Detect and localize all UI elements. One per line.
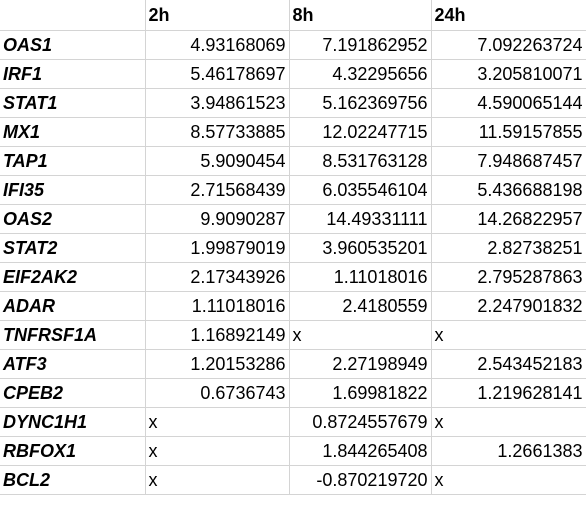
value-cell-h24[interactable]: 1.2661383 — [431, 436, 586, 466]
gene-name-cell[interactable]: ATF3 — [0, 349, 146, 379]
gene-name-cell[interactable]: STAT1 — [0, 88, 146, 118]
value-cell-h8[interactable]: 7.191862952 — [289, 30, 432, 60]
value-cell-h2[interactable]: 5.9090454 — [145, 146, 290, 176]
value-cell-h24[interactable]: 5.436688198 — [431, 175, 586, 205]
table-row: STAT1 3.94861523 5.162369756 4.590065144 — [0, 88, 586, 118]
value-cell-h24[interactable]: x — [431, 320, 586, 350]
value-cell-h2[interactable]: 9.9090287 — [145, 204, 290, 234]
gene-name-cell[interactable]: STAT2 — [0, 233, 146, 263]
gene-name-cell[interactable]: RBFOX1 — [0, 436, 146, 466]
gene-name-cell[interactable]: MX1 — [0, 117, 146, 147]
value-cell-h2[interactable]: 1.20153286 — [145, 349, 290, 379]
gene-name-cell[interactable]: IFI35 — [0, 175, 146, 205]
table-row: DYNC1H1 x 0.8724557679 x — [0, 407, 586, 437]
gene-name-cell[interactable]: EIF2AK2 — [0, 262, 146, 292]
header-cell-corner[interactable] — [0, 0, 146, 31]
value-cell-h8[interactable]: 1.11018016 — [289, 262, 432, 292]
header-cell-24h[interactable]: 24h — [431, 0, 586, 31]
table-row: MX1 8.57733885 12.02247715 11.59157855 — [0, 117, 586, 147]
table-row: OAS1 4.93168069 7.191862952 7.092263724 — [0, 30, 586, 60]
gene-name-cell[interactable]: BCL2 — [0, 465, 146, 495]
value-cell-h24[interactable]: 2.543452183 — [431, 349, 586, 379]
value-cell-h8[interactable]: 1.844265408 — [289, 436, 432, 466]
value-cell-h24[interactable]: 14.26822957 — [431, 204, 586, 234]
gene-name-cell[interactable]: OAS1 — [0, 30, 146, 60]
table-row: TNFRSF1A 1.16892149 x x — [0, 320, 586, 350]
value-cell-h2[interactable]: x — [145, 465, 290, 495]
value-cell-h2[interactable]: 1.11018016 — [145, 291, 290, 321]
table-row: EIF2AK2 2.17343926 1.11018016 2.795287863 — [0, 262, 586, 292]
value-cell-h8[interactable]: 2.4180559 — [289, 291, 432, 321]
header-row: 2h 8h 24h — [0, 0, 586, 31]
value-cell-h8[interactable]: 12.02247715 — [289, 117, 432, 147]
table-row: OAS2 9.9090287 14.49331111 14.26822957 — [0, 204, 586, 234]
value-cell-h24[interactable]: 1.219628141 — [431, 378, 586, 408]
value-cell-h8[interactable]: -0.870219720 — [289, 465, 432, 495]
value-cell-h24[interactable]: 11.59157855 — [431, 117, 586, 147]
value-cell-h2[interactable]: 2.17343926 — [145, 262, 290, 292]
gene-name-cell[interactable]: OAS2 — [0, 204, 146, 234]
value-cell-h8[interactable]: 14.49331111 — [289, 204, 432, 234]
table-row: BCL2 x -0.870219720 x — [0, 465, 586, 495]
table-row: TAP1 5.9090454 8.531763128 7.948687457 — [0, 146, 586, 176]
value-cell-h8[interactable]: 2.27198949 — [289, 349, 432, 379]
value-cell-h24[interactable]: 2.82738251 — [431, 233, 586, 263]
value-cell-h24[interactable]: 7.092263724 — [431, 30, 586, 60]
gene-name-cell[interactable]: CPEB2 — [0, 378, 146, 408]
gene-name-cell[interactable]: DYNC1H1 — [0, 407, 146, 437]
value-cell-h24[interactable]: 7.948687457 — [431, 146, 586, 176]
table-row: CPEB2 0.6736743 1.69981822 1.219628141 — [0, 378, 586, 408]
value-cell-h8[interactable]: 3.960535201 — [289, 233, 432, 263]
value-cell-h24[interactable]: x — [431, 407, 586, 437]
value-cell-h24[interactable]: x — [431, 465, 586, 495]
value-cell-h8[interactable]: 1.69981822 — [289, 378, 432, 408]
value-cell-h2[interactable]: 3.94861523 — [145, 88, 290, 118]
table-row: ATF3 1.20153286 2.27198949 2.543452183 — [0, 349, 586, 379]
table-row: STAT2 1.99879019 3.960535201 2.82738251 — [0, 233, 586, 263]
value-cell-h8[interactable]: 0.8724557679 — [289, 407, 432, 437]
value-cell-h2[interactable]: 5.46178697 — [145, 59, 290, 89]
value-cell-h24[interactable]: 3.205810071 — [431, 59, 586, 89]
table-row: ADAR 1.11018016 2.4180559 2.247901832 — [0, 291, 586, 321]
data-table: 2h 8h 24h OAS1 4.93168069 7.191862952 7.092… — [0, 0, 586, 495]
value-cell-h2[interactable]: 4.93168069 — [145, 30, 290, 60]
value-cell-h8[interactable]: 4.32295656 — [289, 59, 432, 89]
value-cell-h2[interactable]: 1.16892149 — [145, 320, 290, 350]
value-cell-h8[interactable]: x — [289, 320, 432, 350]
value-cell-h24[interactable]: 4.590065144 — [431, 88, 586, 118]
value-cell-h2[interactable]: 0.6736743 — [145, 378, 290, 408]
value-cell-h24[interactable]: 2.247901832 — [431, 291, 586, 321]
gene-name-cell[interactable]: TNFRSF1A — [0, 320, 146, 350]
value-cell-h8[interactable]: 8.531763128 — [289, 146, 432, 176]
table-row: RBFOX1 x 1.844265408 1.2661383 — [0, 436, 586, 466]
value-cell-h24[interactable]: 2.795287863 — [431, 262, 586, 292]
header-cell-2h[interactable]: 2h — [145, 0, 290, 31]
value-cell-h8[interactable]: 6.035546104 — [289, 175, 432, 205]
gene-name-cell[interactable]: ADAR — [0, 291, 146, 321]
value-cell-h2[interactable]: 2.71568439 — [145, 175, 290, 205]
table-row: IFI35 2.71568439 6.035546104 5.436688198 — [0, 175, 586, 205]
value-cell-h8[interactable]: 5.162369756 — [289, 88, 432, 118]
value-cell-h2[interactable]: 1.99879019 — [145, 233, 290, 263]
value-cell-h2[interactable]: x — [145, 407, 290, 437]
value-cell-h2[interactable]: 8.57733885 — [145, 117, 290, 147]
gene-name-cell[interactable]: TAP1 — [0, 146, 146, 176]
value-cell-h2[interactable]: x — [145, 436, 290, 466]
gene-name-cell[interactable]: IRF1 — [0, 59, 146, 89]
table-row: IRF1 5.46178697 4.32295656 3.205810071 — [0, 59, 586, 89]
header-cell-8h[interactable]: 8h — [289, 0, 432, 31]
